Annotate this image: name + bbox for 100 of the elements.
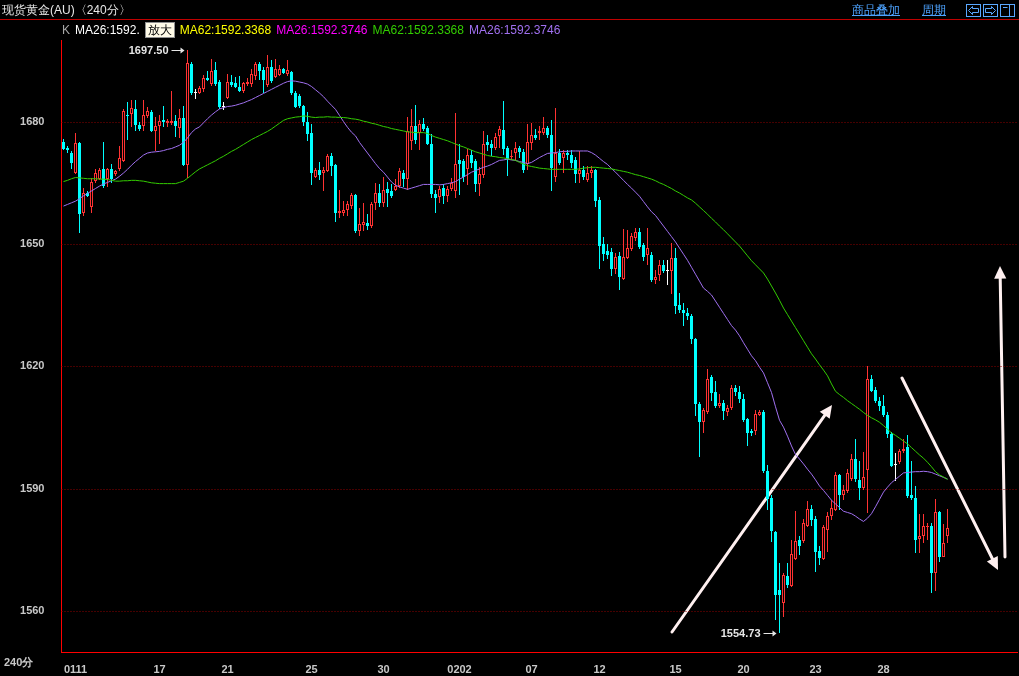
text: 240分 [4, 656, 34, 669]
candlestick [838, 475, 841, 510]
candlestick [490, 140, 493, 156]
x-tick-label: 0202 [447, 662, 472, 675]
candlestick [682, 303, 685, 326]
x-tick-label: 21 [221, 662, 234, 675]
text: 放大 [144, 22, 175, 38]
candlestick [238, 76, 241, 91]
candlestick [538, 126, 541, 140]
candlestick [574, 157, 577, 183]
x-tick-label: 07 [525, 662, 538, 675]
candlestick [894, 453, 897, 481]
y-tick-label: 1560 [20, 604, 45, 617]
candlestick [354, 195, 357, 231]
candlestick [738, 386, 741, 403]
y-tick-label: 1620 [20, 359, 45, 372]
candlestick [386, 182, 389, 207]
x-tick-label: 28 [877, 662, 890, 675]
candlestick [914, 486, 917, 553]
text: MA26:1592. [75, 22, 140, 38]
candlestick [930, 523, 933, 593]
candlestick [290, 72, 293, 93]
candlestick [230, 75, 233, 85]
x-tick-label: 23 [809, 662, 822, 675]
candlestick [882, 395, 885, 415]
candlestick [78, 143, 81, 233]
candlestick [182, 106, 185, 165]
candlestick [878, 397, 881, 411]
candlestick [774, 532, 777, 620]
candlestick [714, 381, 717, 406]
candlestick [206, 71, 209, 80]
candlestick [534, 129, 537, 138]
x-tick-label: 0111 [63, 662, 88, 675]
candlestick [294, 93, 297, 107]
candlestick [686, 308, 689, 320]
x-tick-label: 30 [377, 662, 390, 675]
candlestick [854, 439, 857, 482]
candlestick [690, 316, 693, 344]
candlestick [258, 64, 261, 80]
text: K [62, 22, 71, 38]
candlestick [138, 122, 141, 129]
candlestick [502, 101, 505, 155]
candlestick [430, 134, 433, 198]
annotation: 1554.73 [720, 626, 761, 639]
candlestick [62, 139, 65, 149]
candlestick [150, 112, 153, 131]
candlestick [734, 385, 737, 396]
candlestick [926, 523, 929, 540]
x-tick-label: 25 [305, 662, 318, 675]
candlestick [550, 120, 553, 191]
candlestick [170, 91, 173, 123]
candlestick [270, 60, 273, 81]
text: MA62:1592.3368 [372, 22, 464, 38]
candlestick [858, 461, 861, 500]
candlestick [798, 536, 801, 555]
candlestick [414, 105, 417, 144]
annotation: 1697.50 [128, 43, 169, 56]
y-tick-label: 1590 [20, 481, 45, 494]
text: MA26:1592.3746 [468, 22, 561, 38]
candlestick [694, 339, 697, 416]
x-tick-label: 20 [737, 662, 750, 675]
candlestick [486, 135, 489, 151]
candlestick [426, 128, 429, 144]
candlestick [610, 248, 613, 276]
candlestick [662, 260, 665, 271]
x-tick-label: 17 [153, 662, 166, 675]
text: MA62:1592.3368 [179, 22, 272, 38]
candlestick [126, 102, 129, 140]
candlestick [618, 252, 621, 290]
candlestick [762, 412, 765, 471]
y-tick-label: 1680 [20, 114, 45, 127]
candlestick [282, 69, 285, 73]
candlestick [134, 100, 137, 131]
candlestick [786, 563, 789, 588]
candlestick [674, 248, 677, 314]
text: 商品叠加 [852, 3, 900, 17]
candlestick [366, 214, 369, 230]
candlestick [434, 190, 437, 213]
x-tick-label: 15 [669, 662, 682, 675]
candlestick [938, 512, 941, 562]
chart-title: 现货黄金(AU)〈240分〉 [2, 3, 131, 17]
text: 周期 [922, 3, 946, 17]
candlestick [310, 124, 313, 185]
candlestick [166, 121, 169, 127]
candlestick [666, 260, 669, 285]
candlestick [390, 184, 393, 196]
candlestick [650, 252, 653, 280]
candlestick [546, 128, 549, 138]
candlestick [338, 190, 341, 218]
candlestick [298, 96, 301, 106]
candlestick [402, 170, 405, 187]
x-tick-label: 12 [593, 662, 606, 675]
y-tick-label: 1650 [20, 237, 45, 250]
candlestick [262, 67, 265, 93]
candlestick [318, 162, 321, 180]
candlestick [190, 64, 193, 93]
text: MA26:1592.3746 [276, 22, 368, 38]
candlestick [378, 184, 381, 207]
candlestick [234, 77, 237, 87]
candlestick [194, 89, 197, 99]
